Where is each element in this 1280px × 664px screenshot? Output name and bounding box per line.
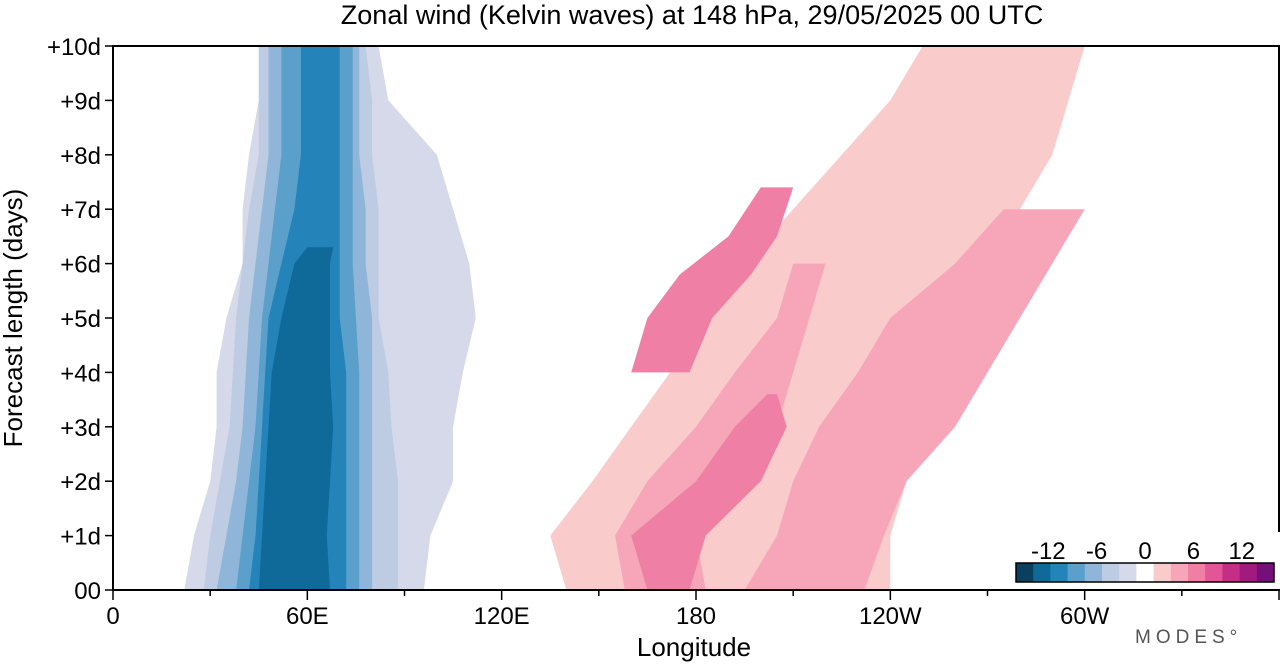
x-tick-label: 60E (286, 603, 329, 630)
plot-area (113, 46, 1279, 590)
y-tick-label: +2d (60, 469, 101, 496)
contour-region (631, 187, 794, 373)
colorbar-label: -6 (1086, 538, 1107, 565)
colorbar-swatch (1136, 563, 1154, 582)
modes-logo: MODES° (1135, 627, 1242, 648)
contour-fills (113, 46, 1215, 590)
contour-region (744, 209, 1085, 590)
colorbar-swatch (1205, 563, 1223, 582)
y-axis: 00 +1d +2d +3d +4d +5d +6d +7d +8d +9d +10d (47, 34, 113, 605)
colorbar-swatch (1084, 563, 1103, 582)
colorbar-swatch (1153, 563, 1172, 582)
x-tick-label: 120W (859, 603, 922, 630)
y-tick-label: +4d (60, 360, 101, 387)
y-tick-label: +7d (60, 197, 101, 224)
contour-region (631, 394, 787, 590)
colorbar-swatch (1016, 563, 1034, 582)
colorbar-swatch (1119, 563, 1137, 582)
y-tick-label: +5d (60, 306, 101, 333)
y-tick-label: +1d (60, 524, 101, 551)
x-axis-label: Longitude (637, 632, 751, 662)
chart-title: Zonal wind (Kelvin waves) at 148 hPa, 29… (341, 0, 1043, 30)
colorbar-label: 12 (1228, 538, 1255, 565)
colorbar-swatch (1188, 563, 1206, 582)
colorbar-label: 0 (1138, 538, 1151, 565)
colorbar-swatch (1033, 563, 1051, 582)
colorbar-swatch (1239, 563, 1258, 582)
y-axis-label: Forecast length (days) (0, 189, 28, 448)
y-tick-label: +9d (60, 88, 101, 115)
y-tick-label: 00 (74, 578, 101, 605)
y-tick-label: +6d (60, 252, 101, 279)
contour-region (258, 247, 334, 590)
x-axis: 0 60E 120E 180 120W 60W (106, 590, 1280, 630)
x-tick-label: 60W (1060, 603, 1110, 630)
colorbar-frame (1015, 562, 1275, 583)
colorbar-label: 6 (1187, 538, 1200, 565)
colorbar-swatch (1102, 563, 1120, 582)
colorbar-swatch (1050, 563, 1068, 582)
y-tick-label: +10d (47, 34, 101, 61)
y-tick-label: +8d (60, 143, 101, 170)
x-tick-label: 0 (106, 603, 119, 630)
y-tick-label: +3d (60, 415, 101, 442)
x-tick-label: 180 (676, 603, 716, 630)
colorbar: -12 -6 0 6 12 (1010, 532, 1280, 589)
colorbar-swatch (1170, 563, 1189, 582)
colorbar-swatch (1222, 563, 1240, 582)
colorbar-label: -12 (1031, 538, 1066, 565)
colorbar-swatch (1256, 563, 1275, 582)
x-tick-label: 120E (474, 603, 530, 630)
colorbar-swatch (1067, 563, 1086, 582)
